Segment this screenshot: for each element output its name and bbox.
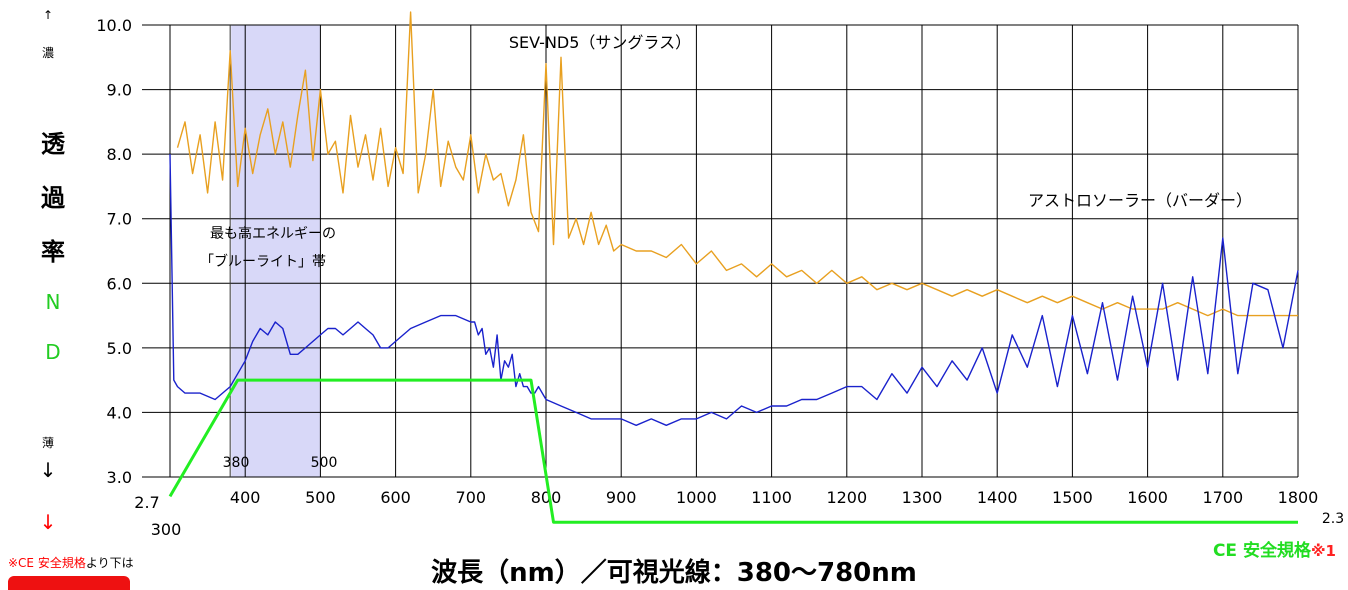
ce-legend: CE 安全規格※1 [1213,536,1336,561]
x-tick-1600: 1600 [1127,488,1168,507]
x-tick-1200: 1200 [826,488,867,507]
ce-note: ※CE 安全規格より下は [8,554,134,571]
y-tick-9.0: 9.0 [107,81,132,100]
x-tick-1400: 1400 [977,488,1018,507]
ce-legend-label: CE 安全規格 [1212,541,1311,561]
red-box [8,576,130,590]
ce-standard-line [168,378,1298,524]
dense-label: 濃 [41,46,54,60]
band-label-line1: 最も高エネルギーの [210,225,336,242]
y-tick-6.0: 6.0 [107,274,132,293]
ce-end-value: 2.3 [1322,511,1344,527]
down-arrow-icon: ↓ [39,458,57,482]
x-tick-1700: 1700 [1202,488,1243,507]
nd-char-n: N [45,290,61,314]
band-to-label: 500 [311,455,338,471]
ylabel-char-1: 透 [41,130,65,158]
sunglass-series-label: SEV-ND5（サングラス） [509,33,691,52]
ylabel-char-2: 過 [41,184,65,212]
x-tick-400: 400 [230,488,261,507]
x-tick-600: 600 [380,488,411,507]
x-tick-800: 800 [531,488,562,507]
ce-note-prefix: ※CE 安全規格 [8,556,86,570]
astrosolar-series-line [169,154,1299,426]
y-tick-3.0: 3.0 [107,468,132,487]
up-arrow-icon: ↑ [42,8,54,22]
y-tick-10.0: 10.0 [96,16,132,35]
ylabel-char-3: 率 [41,238,65,266]
ce-note-suffix: より下は [85,556,134,570]
x-tick-1100: 1100 [751,488,792,507]
y-tick-7.0: 7.0 [107,210,132,229]
x-axis-label: 波長（nm）／可視光線：380〜780nm [431,558,917,588]
ce-start-value: 2.7 [134,493,159,512]
x-tick-1500: 1500 [1052,488,1093,507]
band-label-line2: 「ブルーライト」帯 [200,253,326,270]
x-tick-1800: 1800 [1278,488,1319,507]
y-tick-8.0: 8.0 [107,145,132,164]
light-label: 薄 [41,436,54,450]
y-tick-4.0: 4.0 [107,403,132,422]
x-tick-700: 700 [456,488,487,507]
x-tick-900: 900 [606,488,637,507]
x-tick-1300: 1300 [902,488,943,507]
blue-light-band [231,25,321,477]
band-from-label: 380 [223,455,250,471]
red-down-arrow-icon: ↓ [39,510,57,534]
nd-char-d: D [45,340,61,364]
x-tick-1000: 1000 [676,488,717,507]
x-start-label: 300 [151,520,182,539]
sunglass-series-line [176,11,1298,317]
ce-legend-mark: ※1 [1310,542,1336,560]
y-tick-5.0: 5.0 [107,339,132,358]
x-tick-500: 500 [305,488,336,507]
astrosolar-series-label: アストロソーラー（バーダー） [1028,191,1252,210]
